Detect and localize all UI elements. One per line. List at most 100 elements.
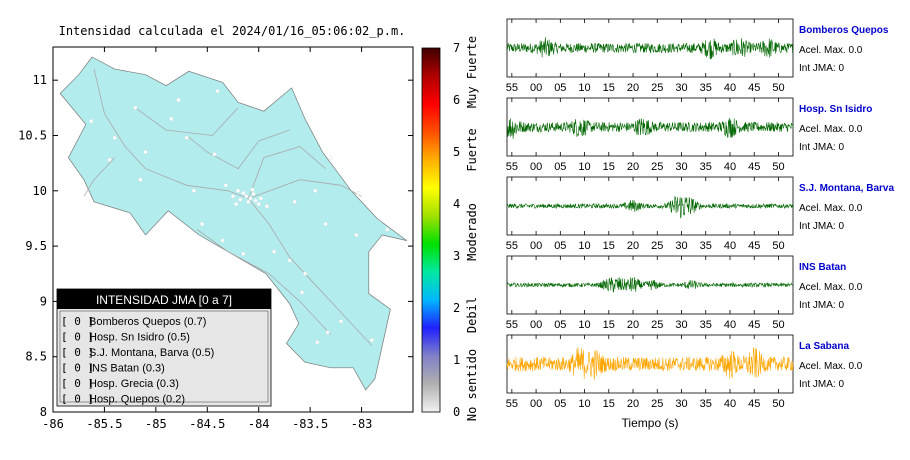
trace-tick-label: 35 [700, 240, 712, 252]
station-point [230, 194, 235, 199]
colorbar-category-label: No sentido [465, 349, 479, 421]
trace-tick-label: 10 [578, 398, 590, 410]
road-line [196, 229, 331, 335]
x-tick-label: -85.5 [86, 417, 122, 431]
colorbar [421, 47, 441, 413]
colorbar-category-label: Fuerte [465, 128, 479, 171]
x-tick-label: -85 [145, 417, 167, 431]
trace-tick-label: 15 [603, 319, 615, 331]
station-point [234, 202, 239, 207]
trace-tick-label: 15 [603, 240, 615, 252]
legend-inner-frame [59, 310, 269, 403]
station-point [272, 249, 277, 254]
station-point [369, 338, 374, 343]
station-intensity: Int JMA: 0 [799, 221, 844, 232]
legend-entry-value: [ 0 ] [61, 315, 94, 328]
map-title: Intensidad calculada el 2024/01/16_05:06… [59, 24, 406, 38]
colorbar-tick-label: 6 [453, 93, 460, 107]
trace-tick-label: 15 [603, 398, 615, 410]
legend-header [57, 289, 271, 309]
station-point [325, 330, 330, 335]
station-point [258, 196, 263, 201]
trace-tick-label: 10 [578, 319, 590, 331]
station-point [112, 135, 117, 140]
station-point [328, 155, 333, 160]
legend-entry-value: [ 0 ] [61, 346, 94, 359]
trace-tick-label: 40 [724, 319, 736, 331]
trace-tick-label: 45 [748, 82, 760, 94]
trace-tick-label: 25 [651, 82, 663, 94]
legend-entry-value: [ 0 ] [61, 393, 94, 406]
trace-tick-label: 05 [554, 319, 566, 331]
trace-tick-label: 45 [748, 240, 760, 252]
trace-tick-label: 35 [700, 82, 712, 94]
trace-tick-label: 25 [651, 398, 663, 410]
legend-entry-value: [ 0 ] [61, 377, 94, 390]
trace-tick-label: 35 [700, 319, 712, 331]
trace-tick-label: 55 [506, 398, 518, 410]
waveform-line [506, 277, 794, 293]
station-point [313, 188, 318, 193]
y-tick-label: 8.5 [25, 350, 47, 364]
legend-entry-label: Hosp. Sn Isidro (0.5) [89, 332, 190, 344]
trace-tick-label: 50 [772, 240, 784, 252]
station-point [220, 238, 225, 243]
station-point [143, 150, 148, 155]
station-point [241, 190, 246, 195]
station-name: La Sabana [799, 341, 849, 352]
station-point [303, 271, 308, 276]
road-line [186, 129, 290, 170]
trace-tick-label: 50 [772, 82, 784, 94]
waveform-line [506, 117, 794, 139]
trace-panel: 55 00 05 10 15 20 25 30 35 40 45 50 La Sabana Acel. M… [506, 334, 863, 410]
x-tick-label: -83 [351, 417, 373, 431]
station-point [138, 177, 143, 182]
colorbar-category-label: Debil [465, 297, 479, 333]
country-outline [59, 56, 408, 391]
trace-tick-label: 55 [506, 82, 518, 94]
station-point [107, 157, 112, 162]
trace-tick-label: 20 [627, 161, 639, 173]
x-tick-label: -84 [248, 417, 270, 431]
intensity-map: Intensidad calculada el 2024/01/16_05:06… [18, 24, 479, 431]
trace-panel: 55 00 05 10 15 20 25 30 35 40 45 50 INS Batan Acel. M… [506, 255, 863, 331]
station-point [215, 89, 220, 94]
y-tick-label: 11 [33, 73, 47, 87]
waveform-line [506, 347, 794, 380]
colorbar-tick-label: 4 [453, 197, 460, 211]
station-point [212, 152, 217, 157]
road-line [248, 146, 326, 199]
station-point [191, 188, 196, 193]
colorbar-tick-label: 3 [453, 249, 460, 263]
station-point [354, 232, 359, 237]
trace-tick-label: 05 [554, 82, 566, 94]
station-accel: Acel. Max. 0.0 [799, 361, 863, 372]
colorbar-tick-label: 2 [453, 301, 460, 315]
trace-tick-label: 45 [748, 319, 760, 331]
station-point [253, 198, 258, 203]
trace-tick-label: 55 [506, 161, 518, 173]
colorbar-category: Fuerte [465, 128, 479, 171]
colorbar-category: No sentido [465, 349, 479, 421]
station-point [238, 197, 243, 202]
station-point [200, 221, 205, 226]
trace-tick-label: 50 [772, 319, 784, 331]
road-line [248, 179, 362, 199]
trace-tick-label: 25 [651, 240, 663, 252]
station-point [385, 227, 390, 232]
trace-tick-label: 30 [675, 398, 687, 410]
station-intensity: Int JMA: 0 [799, 63, 844, 74]
legend-entry-label: Hosp. Quepos (0.2) [89, 394, 185, 406]
trace-tick-label: 05 [554, 398, 566, 410]
legend-entry-label: Bomberos Quepos (0.7) [89, 316, 206, 328]
y-tick-label: 9.5 [25, 239, 47, 253]
road-line [93, 69, 249, 199]
trace-tick-label: 15 [603, 161, 615, 173]
trace-tick-label: 00 [530, 161, 542, 173]
trace-tick-label: 05 [554, 161, 566, 173]
colorbar-tick-label: 0 [453, 405, 460, 419]
station-point [251, 192, 256, 197]
station-point [299, 290, 304, 295]
trace-x-axis-label: Tiempo (s) [622, 416, 679, 430]
station-point [244, 194, 249, 199]
